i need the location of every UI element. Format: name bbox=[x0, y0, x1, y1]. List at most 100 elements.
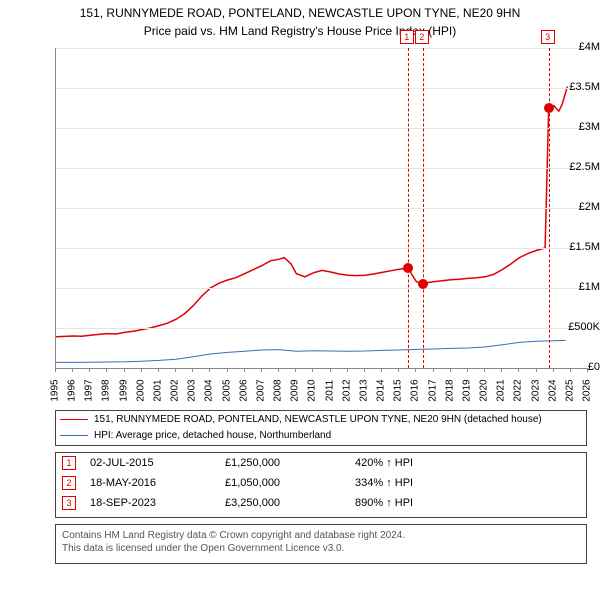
y-axis-label: £3M bbox=[551, 121, 600, 133]
footer-line1: Contains HM Land Registry data © Crown c… bbox=[62, 529, 580, 542]
transaction-pct: 890% ↑ HPI bbox=[355, 497, 505, 509]
x-axis-label: 2011 bbox=[324, 376, 335, 406]
x-axis-label: 2004 bbox=[204, 376, 215, 406]
gridline bbox=[56, 208, 588, 209]
x-axis-tick bbox=[398, 368, 399, 372]
transaction-marker: 3 bbox=[541, 30, 555, 44]
transaction-point bbox=[403, 263, 413, 273]
x-axis-tick bbox=[158, 368, 159, 372]
transaction-price: £1,250,000 bbox=[225, 457, 355, 469]
transaction-row-marker: 2 bbox=[62, 476, 76, 490]
chart-plot-area bbox=[55, 48, 588, 369]
series-line bbox=[56, 86, 567, 336]
legend-label: 151, RUNNYMEDE ROAD, PONTELAND, NEWCASTL… bbox=[94, 414, 542, 425]
transaction-row: 318-SEP-2023£3,250,000890% ↑ HPI bbox=[56, 493, 586, 513]
x-axis-label: 2002 bbox=[170, 376, 181, 406]
x-axis-label: 2003 bbox=[187, 376, 198, 406]
y-axis-label: £4M bbox=[551, 41, 600, 53]
gridline bbox=[56, 88, 588, 89]
x-axis-label: 2015 bbox=[393, 376, 404, 406]
transaction-date: 02-JUL-2015 bbox=[90, 457, 225, 469]
x-axis-tick bbox=[278, 368, 279, 372]
x-axis-label: 2001 bbox=[152, 376, 163, 406]
gridline bbox=[56, 168, 588, 169]
x-axis-label: 2024 bbox=[547, 376, 558, 406]
x-axis-label: 2025 bbox=[564, 376, 575, 406]
y-axis-label: £2M bbox=[551, 201, 600, 213]
gridline bbox=[56, 328, 588, 329]
chart-title-line1: 151, RUNNYMEDE ROAD, PONTELAND, NEWCASTL… bbox=[0, 6, 600, 20]
x-axis-tick bbox=[484, 368, 485, 372]
x-axis-tick bbox=[209, 368, 210, 372]
x-axis-label: 2008 bbox=[273, 376, 284, 406]
x-axis-label: 2026 bbox=[582, 376, 593, 406]
x-axis-tick bbox=[381, 368, 382, 372]
transaction-price: £1,050,000 bbox=[225, 477, 355, 489]
y-axis-label: £1M bbox=[551, 281, 600, 293]
legend-label: HPI: Average price, detached house, Nort… bbox=[94, 430, 331, 441]
x-axis-tick bbox=[433, 368, 434, 372]
gridline bbox=[56, 248, 588, 249]
legend-swatch bbox=[60, 419, 88, 420]
x-axis-label: 2007 bbox=[255, 376, 266, 406]
x-axis-tick bbox=[72, 368, 73, 372]
transaction-marker: 2 bbox=[415, 30, 429, 44]
x-axis-tick bbox=[347, 368, 348, 372]
transaction-row: 2 18-MAY-2016£1,050,000334% ↑ HPI bbox=[56, 473, 586, 493]
x-axis-label: 1996 bbox=[67, 376, 78, 406]
x-axis-label: 2021 bbox=[496, 376, 507, 406]
x-axis-label: 2022 bbox=[513, 376, 524, 406]
chart-title-line2: Price paid vs. HM Land Registry's House … bbox=[0, 24, 600, 38]
x-axis-label: 1997 bbox=[84, 376, 95, 406]
x-axis-tick bbox=[244, 368, 245, 372]
x-axis-tick bbox=[227, 368, 228, 372]
x-axis-tick bbox=[106, 368, 107, 372]
transactions-table: 1 02-JUL-2015£1,250,000420% ↑ HPI 2 18-MAY-… bbox=[55, 452, 587, 518]
gridline bbox=[56, 128, 588, 129]
x-axis-tick bbox=[553, 368, 554, 372]
legend: 151, RUNNYMEDE ROAD, PONTELAND, NEWCASTL… bbox=[55, 410, 587, 446]
transaction-price: £3,250,000 bbox=[225, 497, 355, 509]
legend-row: HPI: Average price, detached house, Nort… bbox=[56, 427, 586, 443]
legend-swatch bbox=[60, 435, 88, 436]
transaction-pct: 334% ↑ HPI bbox=[355, 477, 505, 489]
x-axis-tick bbox=[175, 368, 176, 372]
x-axis-label: 2006 bbox=[238, 376, 249, 406]
x-axis-tick bbox=[415, 368, 416, 372]
x-axis-label: 2017 bbox=[427, 376, 438, 406]
x-axis-tick bbox=[312, 368, 313, 372]
transaction-point bbox=[418, 279, 428, 289]
x-axis-label: 2014 bbox=[376, 376, 387, 406]
x-axis-label: 2012 bbox=[341, 376, 352, 406]
x-axis-label: 1999 bbox=[118, 376, 129, 406]
x-axis-label: 2010 bbox=[307, 376, 318, 406]
x-axis-tick bbox=[501, 368, 502, 372]
legend-row: 151, RUNNYMEDE ROAD, PONTELAND, NEWCASTL… bbox=[56, 411, 586, 427]
x-axis-label: 1995 bbox=[50, 376, 61, 406]
transaction-row-marker: 1 bbox=[62, 456, 76, 470]
x-axis-tick bbox=[55, 368, 56, 372]
x-axis-label: 2009 bbox=[290, 376, 301, 406]
x-axis-tick bbox=[587, 368, 588, 372]
transaction-row: 1 02-JUL-2015£1,250,000420% ↑ HPI bbox=[56, 453, 586, 473]
x-axis-label: 1998 bbox=[101, 376, 112, 406]
y-axis-label: £500K bbox=[551, 321, 600, 333]
transaction-marker: 1 bbox=[400, 30, 414, 44]
x-axis-tick bbox=[536, 368, 537, 372]
x-axis-tick bbox=[364, 368, 365, 372]
transaction-row-marker: 3 bbox=[62, 496, 76, 510]
transaction-vline bbox=[423, 48, 424, 368]
y-axis-label: £2.5M bbox=[551, 161, 600, 173]
y-axis-label: £3.5M bbox=[551, 81, 600, 93]
footer-line2: This data is licensed under the Open Gov… bbox=[62, 542, 580, 555]
transaction-date: 18-MAY-2016 bbox=[90, 477, 225, 489]
x-axis-tick bbox=[261, 368, 262, 372]
y-axis-label: £0 bbox=[551, 361, 600, 373]
transaction-pct: 420% ↑ HPI bbox=[355, 457, 505, 469]
x-axis-tick bbox=[295, 368, 296, 372]
x-axis-label: 2005 bbox=[221, 376, 232, 406]
x-axis-label: 2023 bbox=[530, 376, 541, 406]
x-axis-label: 2019 bbox=[461, 376, 472, 406]
x-axis-label: 2013 bbox=[358, 376, 369, 406]
transaction-vline bbox=[408, 48, 409, 368]
